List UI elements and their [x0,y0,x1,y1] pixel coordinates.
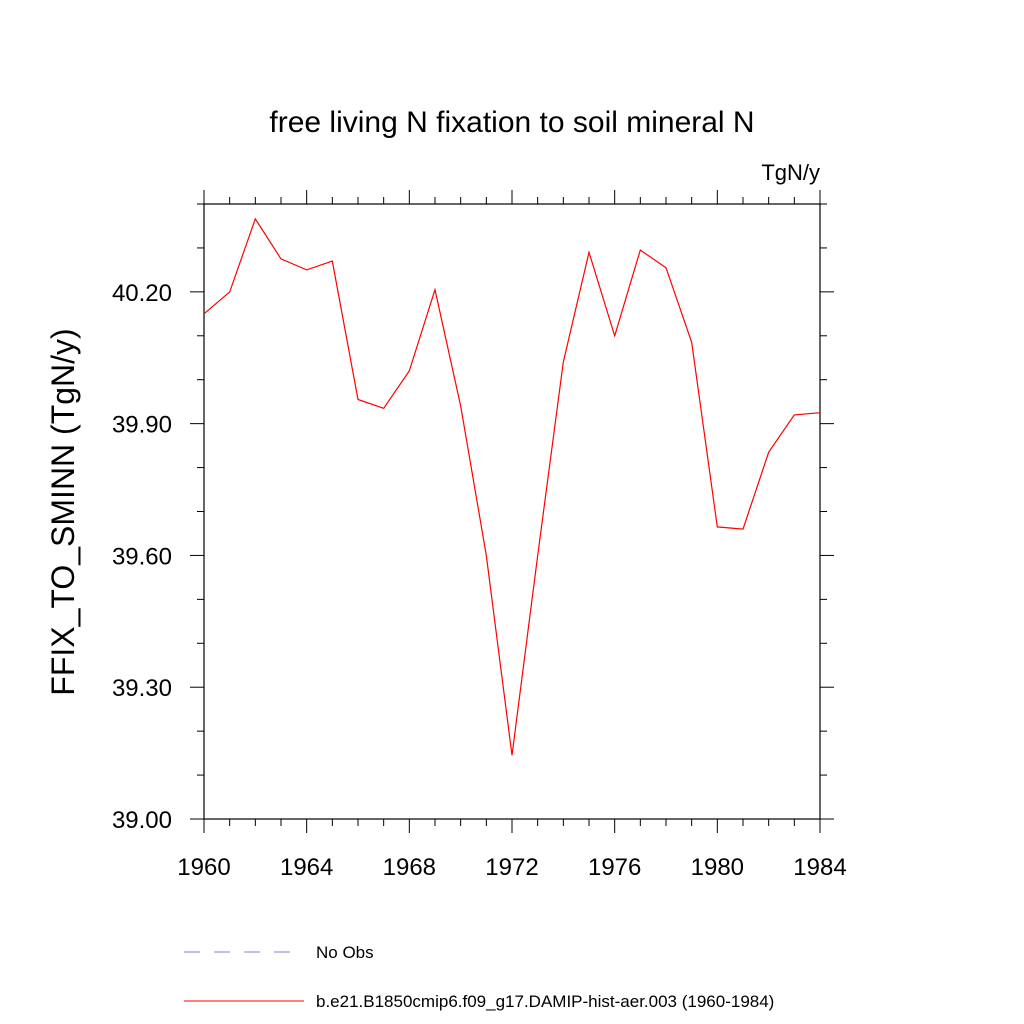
y-axis-label: FFIX_TO_SMINN (TgN/y) [45,328,81,695]
series-layer [203,217,821,756]
axis-ticks [190,190,834,833]
legend-label: b.e21.B1850cmip6.f09_g17.DAMIP-hist-aer.… [316,992,774,1011]
y-tick-label: 39.90 [112,412,172,439]
x-tick-label: 1984 [793,854,846,881]
x-tick-label: 1976 [588,854,641,881]
legend-label: No Obs [316,943,374,962]
x-tick-label: 1980 [691,854,744,881]
y-tick-label: 40.20 [112,280,172,307]
series-line [203,217,821,756]
y-tick-labels: 39.00 39.30 39.60 39.90 40.20 [112,280,172,834]
units-label: TgN/y [761,160,820,185]
x-tick-label: 1964 [280,854,333,881]
y-tick-label: 39.60 [112,543,172,570]
y-tick-label: 39.00 [112,807,172,834]
legend: No Obs b.e21.B1850cmip6.f09_g17.DAMIP-his… [184,943,774,1011]
y-tick-label: 39.30 [112,675,172,702]
chart-title: free living N fixation to soil mineral N [269,106,754,139]
x-tick-label: 1968 [383,854,436,881]
plot-frame [203,203,821,820]
x-tick-labels: 1960 1964 1968 1972 1976 1980 1984 [177,854,846,881]
x-tick-label: 1960 [177,854,230,881]
x-tick-label: 1972 [485,854,538,881]
